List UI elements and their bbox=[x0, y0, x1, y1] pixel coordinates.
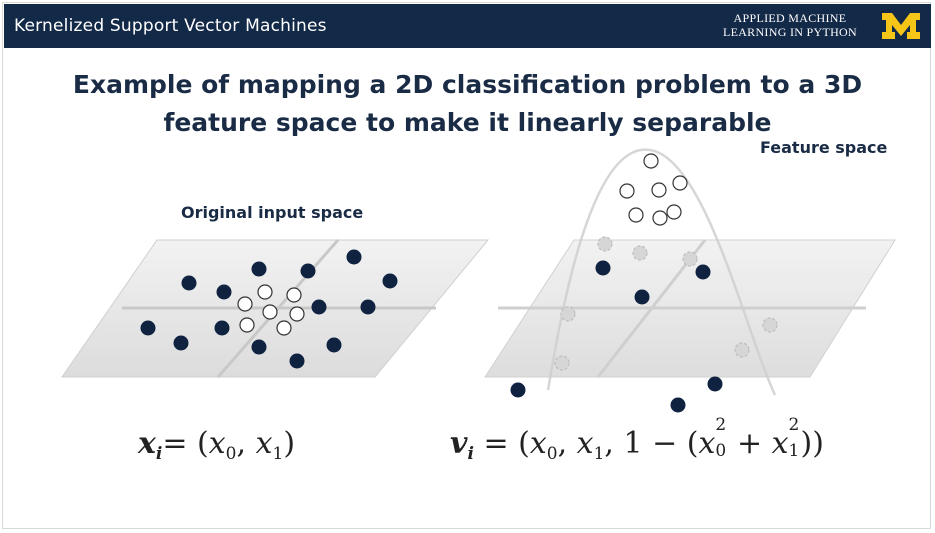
dark-point bbox=[326, 337, 342, 353]
light-point bbox=[672, 175, 688, 191]
dark-point bbox=[346, 249, 362, 265]
light-point bbox=[262, 304, 278, 320]
dark-point bbox=[300, 263, 316, 279]
feature-vector-definition: = (x0, x1, 1 − (x 2 0 + x 2 1)) bbox=[473, 415, 824, 464]
feature-vector-index: i bbox=[467, 444, 474, 464]
feature-space-label: Feature space bbox=[760, 138, 888, 157]
dark-point bbox=[216, 284, 232, 300]
slide-title: Example of mapping a 2D classification p… bbox=[0, 66, 935, 142]
feature-vector-formula: vi = (x0, x1, 1 − (x 2 0 + x 2 1)) bbox=[450, 415, 824, 464]
feature-vector-symbol: v bbox=[450, 426, 468, 461]
projected-point bbox=[554, 355, 570, 371]
input-vector-formula: xi= (x0, x1) bbox=[138, 426, 296, 464]
dark-point bbox=[695, 264, 711, 280]
light-point bbox=[239, 317, 255, 333]
dark-point bbox=[360, 299, 376, 315]
light-point bbox=[237, 296, 253, 312]
light-point bbox=[652, 210, 668, 226]
light-point bbox=[643, 153, 659, 169]
light-point bbox=[286, 287, 302, 303]
light-point bbox=[257, 284, 273, 300]
dark-point bbox=[510, 382, 526, 398]
input-vector-index: i bbox=[155, 444, 163, 464]
dark-point bbox=[251, 261, 267, 277]
feature-points bbox=[510, 153, 778, 413]
dark-point bbox=[173, 335, 189, 351]
light-point bbox=[289, 306, 305, 322]
slide-title-line-1: Example of mapping a 2D classification p… bbox=[72, 70, 863, 99]
light-point bbox=[666, 204, 682, 220]
university-logo-icon bbox=[882, 13, 920, 39]
dark-point bbox=[595, 260, 611, 276]
light-point bbox=[619, 183, 635, 199]
dark-point bbox=[311, 299, 327, 315]
dark-point bbox=[634, 289, 650, 305]
header-title: Kernelized Support Vector Machines bbox=[14, 16, 327, 36]
course-name: APPLIED MACHINE LEARNING IN PYTHON bbox=[723, 11, 857, 39]
input-vector-symbol: x bbox=[138, 426, 156, 461]
dark-point bbox=[140, 320, 156, 336]
original-points bbox=[140, 249, 398, 369]
projected-point bbox=[682, 251, 698, 267]
dark-point bbox=[214, 320, 230, 336]
course-line-1: APPLIED MACHINE bbox=[733, 11, 847, 25]
slide-header: Kernelized Support Vector Machines APPLI… bbox=[4, 4, 931, 48]
projected-point bbox=[632, 245, 648, 261]
projected-point bbox=[560, 306, 576, 322]
course-line-2: LEARNING IN PYTHON bbox=[722, 25, 857, 39]
paraboloid-surface-outline bbox=[546, 148, 777, 396]
projected-point bbox=[734, 342, 750, 358]
dark-point bbox=[181, 275, 197, 291]
original-space-label: Original input space bbox=[181, 203, 364, 222]
dark-point bbox=[289, 353, 305, 369]
projected-point bbox=[597, 236, 613, 252]
plane-axis-diagonal bbox=[216, 239, 340, 378]
slide-title-line-2: feature space to make it linearly separa… bbox=[163, 108, 772, 137]
dark-point bbox=[670, 397, 686, 413]
dark-point bbox=[707, 376, 723, 392]
dark-point bbox=[251, 339, 267, 355]
light-point bbox=[628, 207, 644, 223]
input-vector-definition: = (x0, x1) bbox=[162, 426, 296, 464]
dark-point bbox=[382, 273, 398, 289]
light-point bbox=[651, 182, 667, 198]
projected-point bbox=[762, 317, 778, 333]
light-point bbox=[276, 320, 292, 336]
